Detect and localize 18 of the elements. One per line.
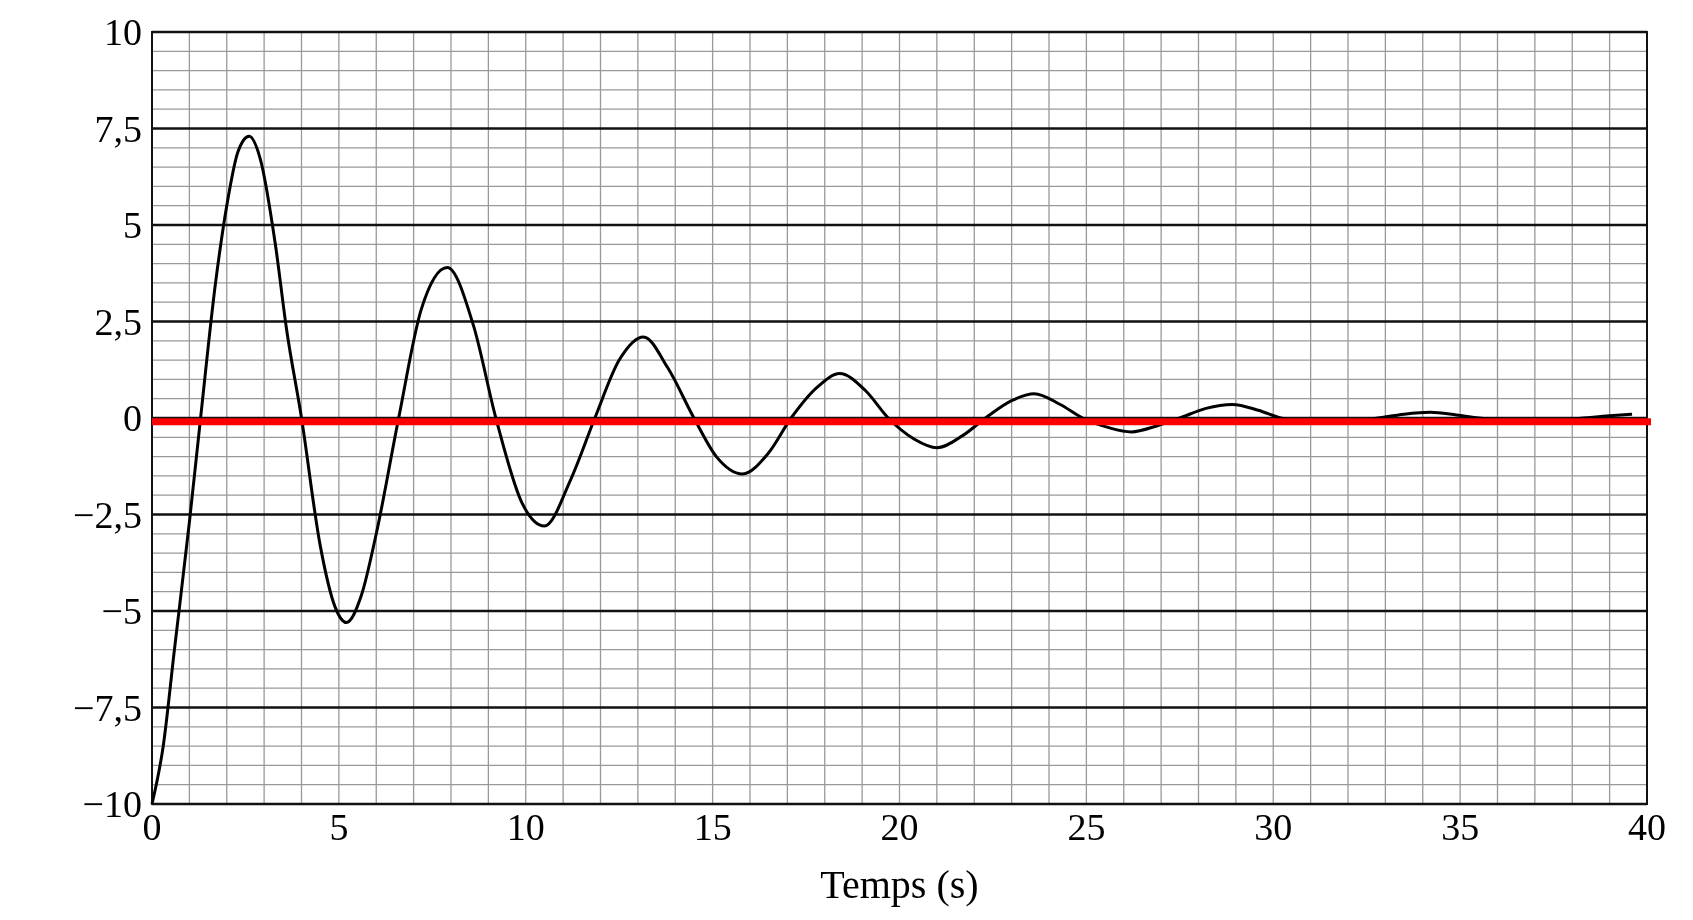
x-axis-title: Temps (s) [820,862,979,907]
x-tick-label: 10 [506,806,545,848]
y-tick-label: −7,5 [73,686,142,729]
y-tick-label: 0 [123,397,142,440]
y-tick-label: 2,5 [94,300,142,343]
y-tick-label: 5 [123,204,142,247]
x-tick-label: 35 [1441,806,1480,848]
x-tick-label: 25 [1067,806,1106,848]
x-tick-label: 40 [1628,806,1666,848]
x-tick-label: 5 [329,806,349,848]
y-tick-label: −2,5 [73,493,142,536]
x-tick-label: 20 [880,806,919,848]
y-tick-label: −10 [82,783,142,826]
y-tick-label: 10 [104,11,142,54]
y-tick-label: 7,5 [94,107,142,150]
x-tick-label: 30 [1254,806,1293,848]
x-tick-label: 15 [693,806,732,848]
y-tick-label: −5 [101,590,142,633]
